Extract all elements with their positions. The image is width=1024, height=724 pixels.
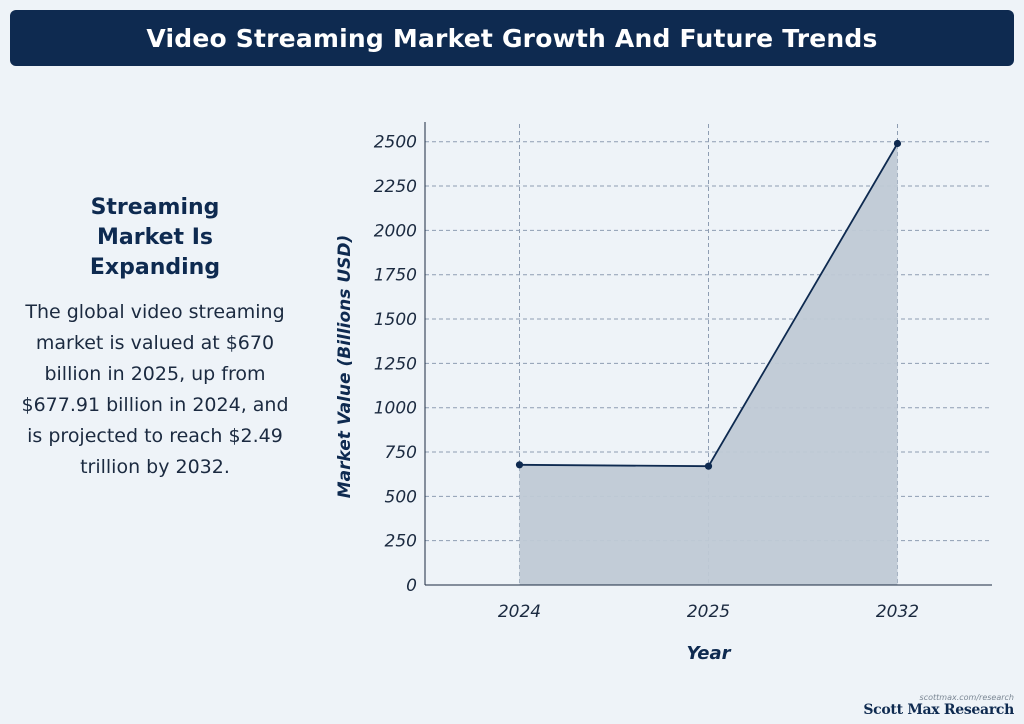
y-tick-label: 0 [406,576,417,596]
brand-logo: Scott Max Research [863,702,1014,718]
x-axis-title: Year [687,643,732,664]
area-fill [519,143,898,585]
y-tick-label: 1500 [374,310,417,330]
y-tick-label: 750 [385,443,417,463]
axes [424,122,992,586]
title-bar: Video Streaming Market Growth And Future… [10,10,1014,66]
data-point [704,462,713,470]
footer-url: scottmax.com/research [919,693,1014,702]
data-point [893,139,902,148]
area-series [515,139,902,585]
y-axis-title: Market Value (Billions USD) [335,235,355,499]
y-tick-label: 1250 [374,354,417,374]
x-tick-label: 2032 [876,602,919,622]
x-tick-label: 2024 [498,602,541,622]
y-tick-label: 2250 [374,177,417,197]
y-tick-label: 2500 [374,133,417,153]
y-tick-label: 250 [385,532,417,552]
y-tick-label: 2000 [374,221,417,241]
y-tick-label: 1750 [374,266,417,286]
x-tick-label: 2025 [687,602,730,622]
summary-text: The global video streaming market is val… [21,301,289,478]
summary-heading: Streaming Market Is Expanding [89,195,221,280]
data-point [515,461,524,469]
axis-labels: 0 250 500 750 1000 1250 1500 1750 2000 2250 2500 20… [335,133,919,664]
y-tick-label: 1000 [374,399,417,419]
y-tick-label: 500 [385,487,417,507]
market-chart: 0 250 500 750 1000 1250 1500 1750 2000 2250 2500 20… [335,122,992,664]
footer: scottmax.com/research Scott Max Research [863,693,1014,718]
page-title: Video Streaming Market Growth And Future… [146,23,878,53]
summary-panel: Streaming Market Is Expanding The global… [20,193,290,483]
